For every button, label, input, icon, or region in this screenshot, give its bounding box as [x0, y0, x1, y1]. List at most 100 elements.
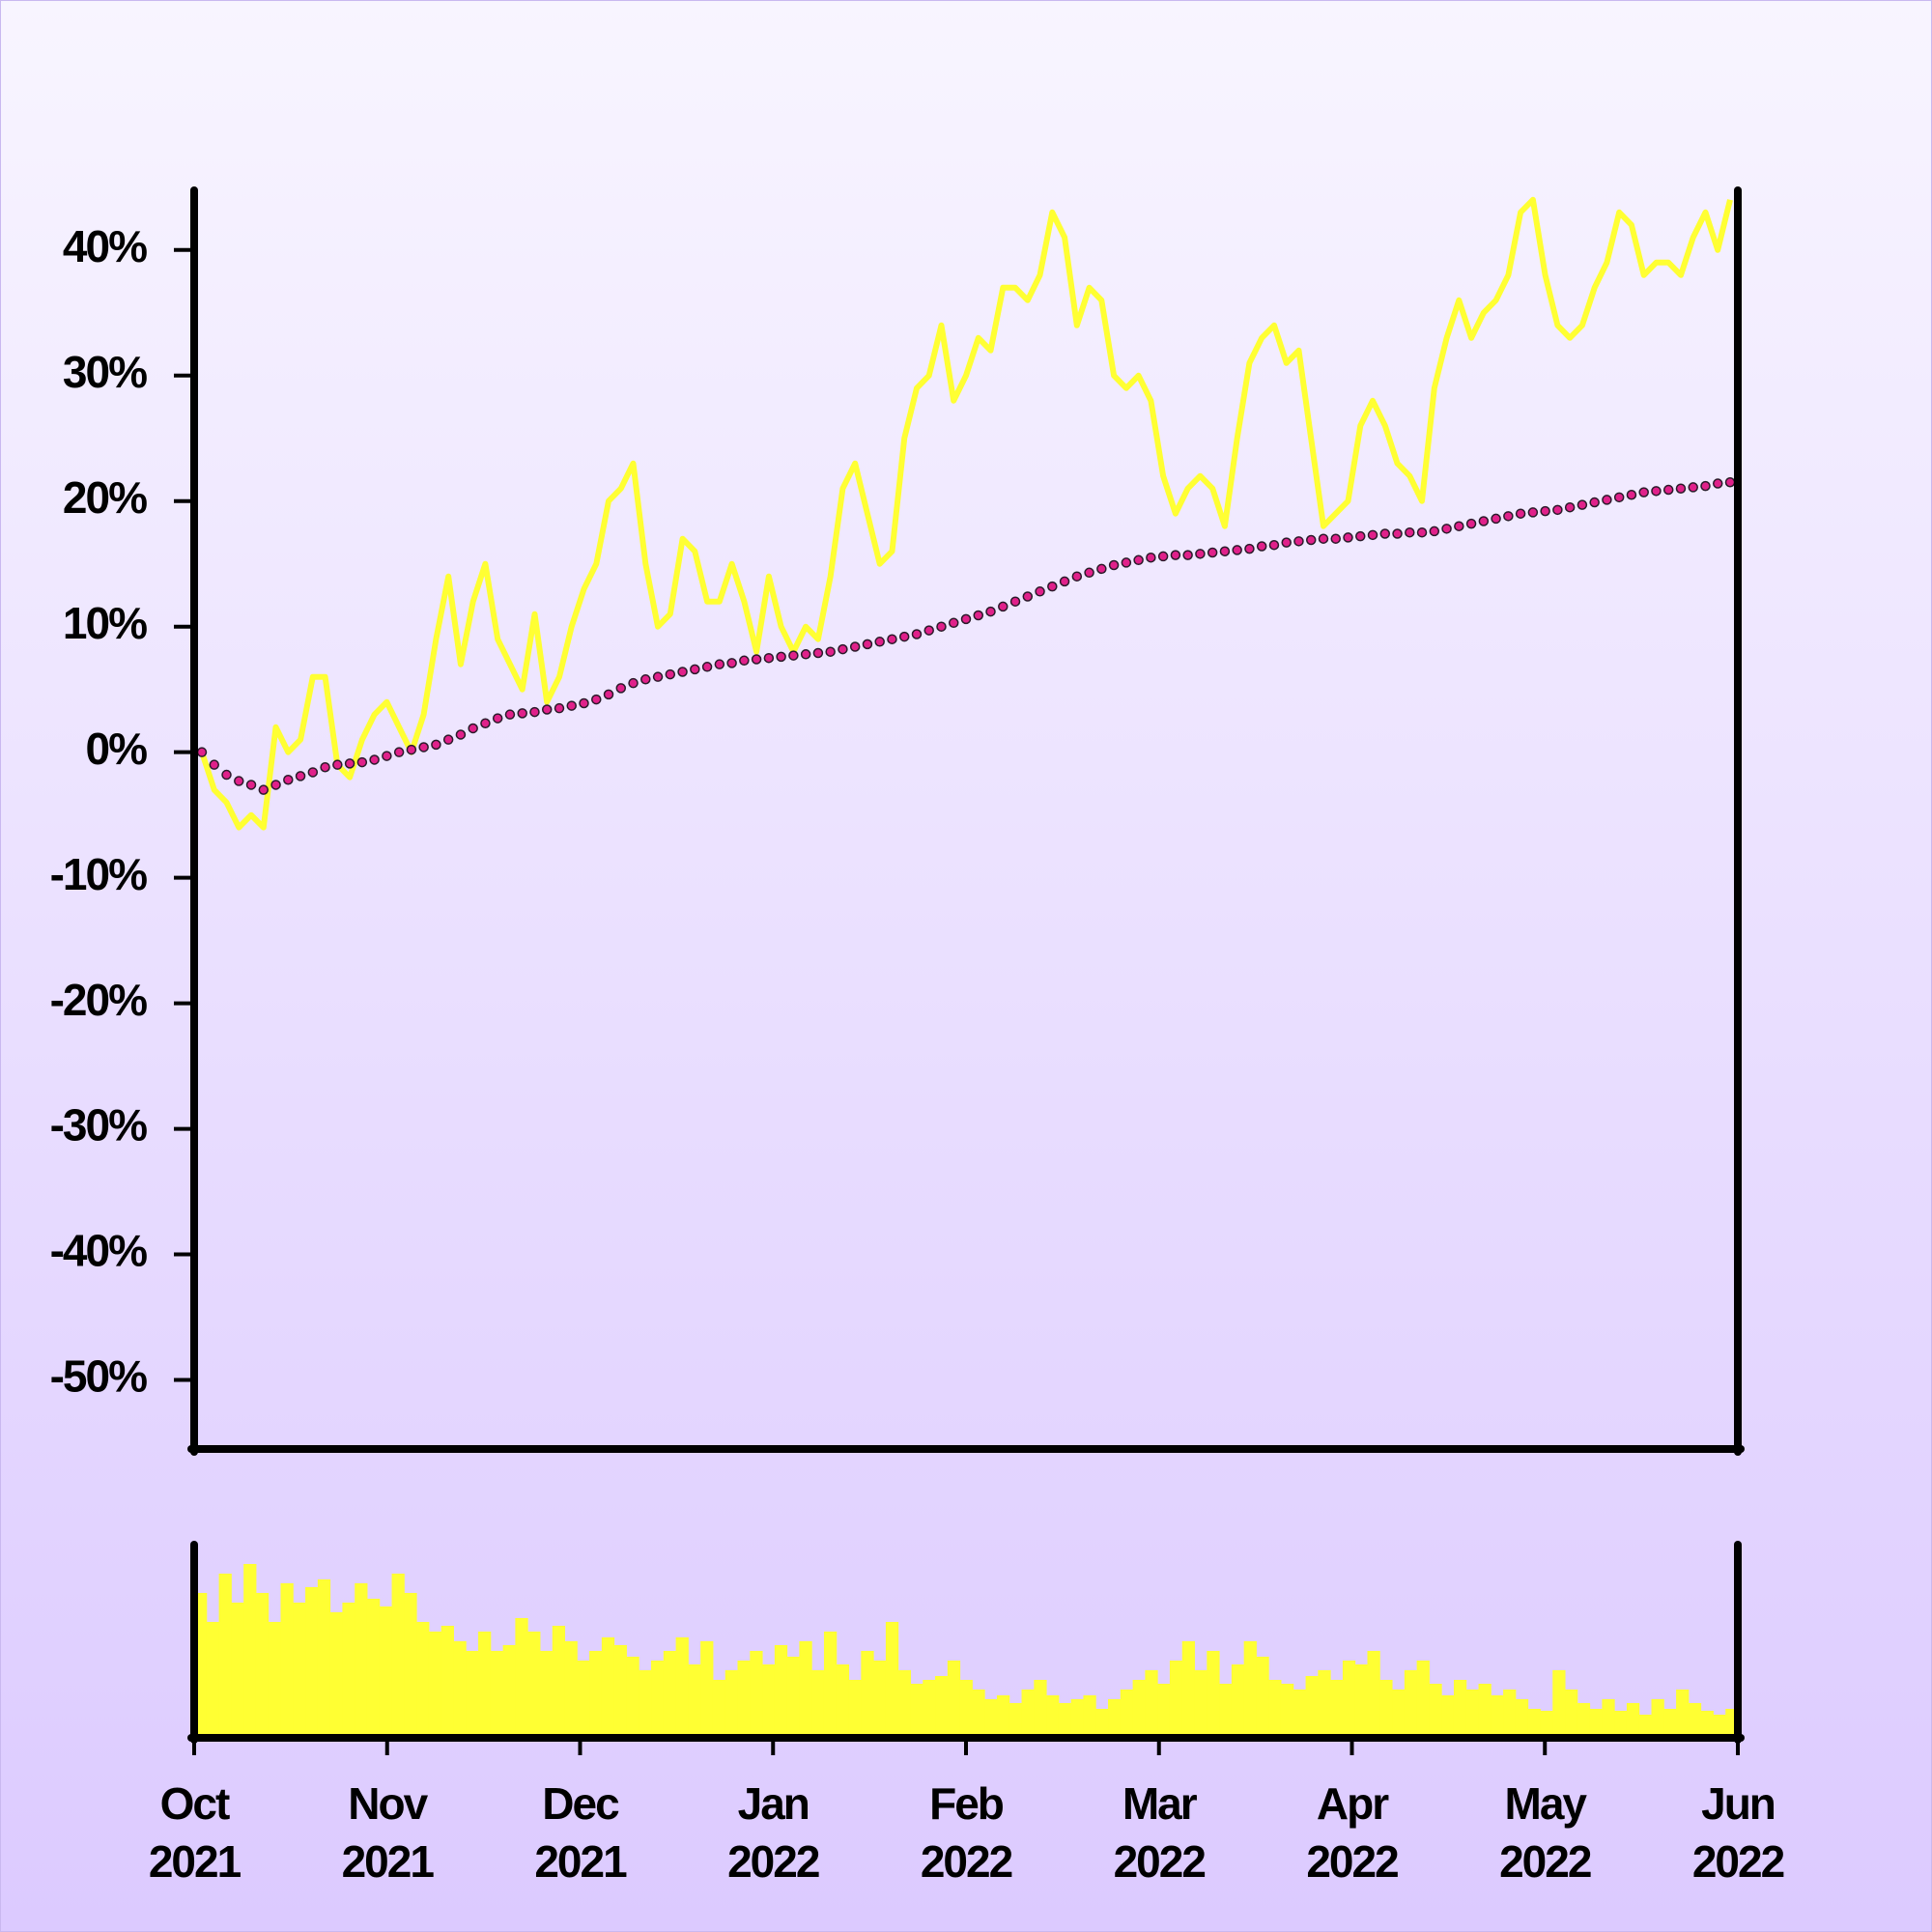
y-tick-label: 20%	[63, 472, 147, 523]
average-dot	[763, 652, 775, 664]
volume-bar	[440, 1626, 454, 1738]
average-dot	[1022, 591, 1034, 602]
average-dot	[923, 625, 934, 636]
volume-bar	[502, 1645, 516, 1738]
x-tick-label: Nov 2021	[341, 1778, 435, 1887]
volume-bar	[737, 1661, 751, 1738]
average-dot	[393, 747, 405, 757]
volume-bar	[268, 1622, 281, 1738]
volume-bar	[564, 1641, 578, 1738]
volume-bar	[1083, 1695, 1096, 1738]
average-dot	[1540, 505, 1550, 517]
average-dot	[776, 651, 786, 663]
average-dot	[1318, 533, 1329, 544]
average-dot	[739, 655, 750, 667]
average-dot	[431, 739, 441, 751]
average-dot	[258, 784, 270, 795]
x-tick-label: Jan 2022	[727, 1778, 820, 1887]
average-dot	[1527, 507, 1539, 518]
average-dot	[234, 776, 244, 786]
volume-bar	[762, 1664, 776, 1738]
volume-bar	[688, 1664, 701, 1738]
volume-bar	[1404, 1670, 1418, 1738]
average-dot	[887, 634, 897, 644]
volume-bar	[1181, 1641, 1196, 1738]
average-dot	[1564, 501, 1576, 513]
volume-bar	[404, 1593, 417, 1738]
volume-bar	[1503, 1690, 1517, 1738]
average-dot	[1268, 539, 1280, 551]
volume-bar	[1194, 1670, 1208, 1738]
volume-bar	[539, 1651, 554, 1738]
average-dot	[1195, 549, 1206, 559]
average-dot	[960, 613, 972, 625]
volume-bar	[1638, 1715, 1653, 1738]
volume-bar	[366, 1599, 381, 1738]
average-dot	[1491, 513, 1501, 525]
average-dot	[1392, 528, 1403, 539]
average-dot	[541, 704, 553, 715]
average-dot	[554, 702, 565, 714]
volume-bar	[1602, 1699, 1615, 1738]
volume-bar	[836, 1664, 850, 1738]
volume-bar	[1416, 1661, 1430, 1738]
volume-bar	[724, 1670, 738, 1738]
volume-bar	[873, 1661, 887, 1738]
volume-bar	[1305, 1676, 1319, 1738]
volume-bar	[1231, 1664, 1245, 1738]
average-dot	[468, 723, 478, 734]
volume-bar	[651, 1661, 665, 1738]
average-dot	[998, 601, 1009, 612]
volume-bar	[1491, 1695, 1504, 1738]
price-line	[199, 196, 1733, 831]
average-dot	[1465, 518, 1477, 529]
volume-bar	[910, 1684, 923, 1738]
volume-bar	[1676, 1690, 1690, 1738]
average-dot	[911, 629, 923, 639]
volume-bar	[1688, 1703, 1702, 1738]
volume-bar	[231, 1603, 244, 1738]
average-dot	[492, 713, 503, 724]
average-dot	[1207, 547, 1218, 558]
average-dot	[1613, 492, 1625, 503]
average-dot	[1662, 484, 1674, 496]
average-dot	[1281, 537, 1292, 548]
average-dot	[838, 643, 848, 655]
y-tick-label: -10%	[50, 849, 147, 899]
volume-bar	[935, 1676, 949, 1738]
volume-bar	[663, 1651, 677, 1738]
x-tick-label: Apr 2022	[1306, 1778, 1399, 1887]
average-dot	[1675, 483, 1687, 494]
average-dot	[825, 646, 836, 657]
volume-bar	[1367, 1651, 1380, 1738]
average-dot	[1478, 516, 1490, 526]
volume-bar	[1713, 1715, 1726, 1738]
volume-bar	[1626, 1703, 1640, 1738]
average-dot	[221, 769, 232, 781]
average-dot	[517, 708, 527, 719]
plots	[194, 196, 1739, 1738]
volume-bar	[1552, 1670, 1566, 1738]
average-dot	[1355, 530, 1366, 542]
average-dot	[529, 706, 540, 718]
volume-bar	[799, 1641, 812, 1738]
average-dot	[1651, 486, 1662, 497]
volume-bar	[1243, 1641, 1257, 1738]
volume-bar	[750, 1651, 763, 1738]
volume-bar	[552, 1626, 566, 1738]
average-dot	[812, 647, 824, 659]
average-dot	[1343, 532, 1353, 543]
volume-bar	[515, 1618, 528, 1738]
average-dot	[1589, 497, 1600, 508]
volume-bar	[700, 1641, 714, 1738]
average-dot	[874, 637, 885, 647]
average-dot	[1047, 581, 1058, 592]
volume-bar	[996, 1695, 1010, 1738]
volume-bar	[1354, 1664, 1368, 1738]
volume-bar	[355, 1583, 368, 1738]
average-dot	[628, 677, 639, 689]
volume-bar	[613, 1645, 627, 1738]
volume-bar	[1157, 1684, 1171, 1738]
average-dot	[800, 649, 811, 660]
average-dot	[245, 780, 257, 790]
